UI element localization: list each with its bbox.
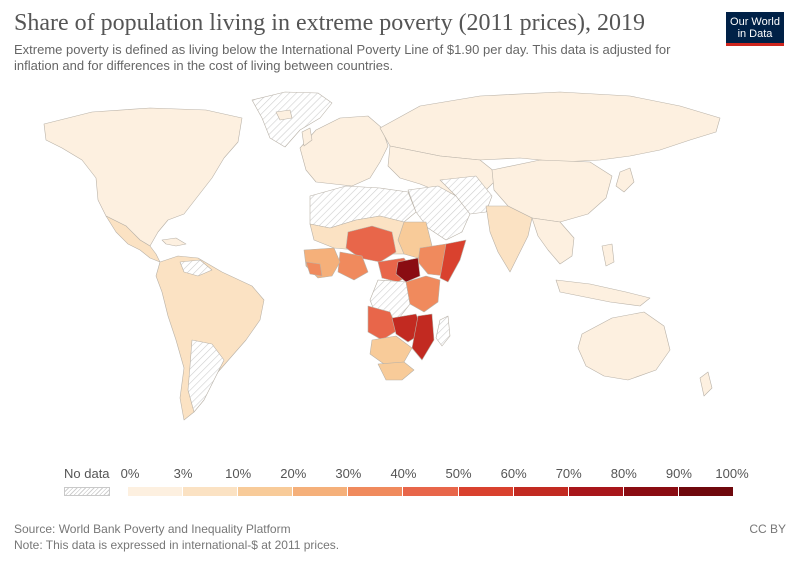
region-australia (577, 311, 671, 381)
legend-swatch-4[interactable] (348, 487, 404, 496)
region-north-america (43, 107, 243, 247)
legend-tick-label: 70% (555, 466, 582, 481)
region-iran (439, 175, 493, 215)
owid-logo[interactable]: Our World in Data (726, 12, 784, 46)
legend-swatch-8[interactable] (568, 487, 624, 496)
logo-line-2: in Data (737, 28, 773, 40)
no-data-swatch[interactable] (64, 487, 110, 496)
region-indonesia (555, 279, 651, 307)
legend-swatch-9[interactable] (623, 487, 679, 496)
region-venezuela (179, 259, 213, 277)
region-se-asia (531, 217, 575, 265)
footnote: Note: This data is expressed in internat… (14, 538, 340, 552)
legend-swatch-0[interactable] (128, 487, 184, 496)
logo-line-1: Our World (730, 16, 780, 28)
legend-tick-label: 60% (500, 466, 527, 481)
region-arabia (407, 185, 471, 241)
no-data-label: No data (64, 466, 110, 481)
legend-tick-label: 3% (173, 466, 193, 481)
region-russia (379, 91, 721, 163)
world-map[interactable] (0, 80, 800, 460)
region-caribbean (161, 237, 187, 247)
region-angola (367, 305, 399, 341)
legend-tick-label: 50% (445, 466, 472, 481)
region-nigeria (337, 251, 369, 281)
chart-subtitle: Extreme poverty is defined as living bel… (14, 42, 671, 73)
region-mozambique (411, 313, 435, 361)
legend-swatch-2[interactable] (238, 487, 294, 496)
chart-title: Share of population living in extreme po… (14, 10, 645, 36)
legend-tick-label: 30% (335, 466, 362, 481)
region-south-africa (377, 361, 415, 381)
source-note: Source: World Bank Poverty and Inequalit… (14, 522, 291, 536)
legend-swatch-6[interactable] (458, 487, 514, 496)
legend-swatch-10[interactable] (678, 487, 734, 496)
region-east-africa (405, 275, 441, 313)
legend-swatch-3[interactable] (293, 487, 349, 496)
legend-swatch-5[interactable] (403, 487, 459, 496)
region-madagascar (435, 315, 451, 347)
region-japan (615, 167, 635, 193)
region-new-zealand (699, 371, 713, 397)
legend-tick-label: 0% (120, 466, 140, 481)
region-guinea (305, 261, 323, 277)
region-southern-cone (187, 339, 225, 413)
legend-tick-label: 90% (665, 466, 692, 481)
region-europe (299, 115, 389, 187)
region-philippines (601, 243, 615, 267)
legend-tick-label: 40% (390, 466, 417, 481)
legend-swatch-7[interactable] (513, 487, 569, 496)
region-greenland (251, 91, 333, 148)
region-india (485, 205, 533, 273)
color-legend: No data 0% 3% 10% 20% 30% 40% 50% 60% 70% 80% 90% 1… (0, 462, 800, 502)
legend-swatch-1[interactable] (183, 487, 239, 496)
region-uk (301, 127, 313, 147)
region-somalia (439, 239, 467, 283)
region-china (491, 159, 613, 223)
legend-tick-label: 80% (610, 466, 637, 481)
legend-tick-label: 10% (225, 466, 252, 481)
region-south-sudan (395, 257, 421, 283)
region-south-america (155, 255, 265, 421)
region-niger-chad (345, 225, 397, 263)
license-link[interactable]: CC BY (749, 522, 786, 536)
legend-tick-label: 20% (280, 466, 307, 481)
region-iceland (275, 109, 293, 121)
legend-tick-label: 100% (715, 466, 749, 481)
